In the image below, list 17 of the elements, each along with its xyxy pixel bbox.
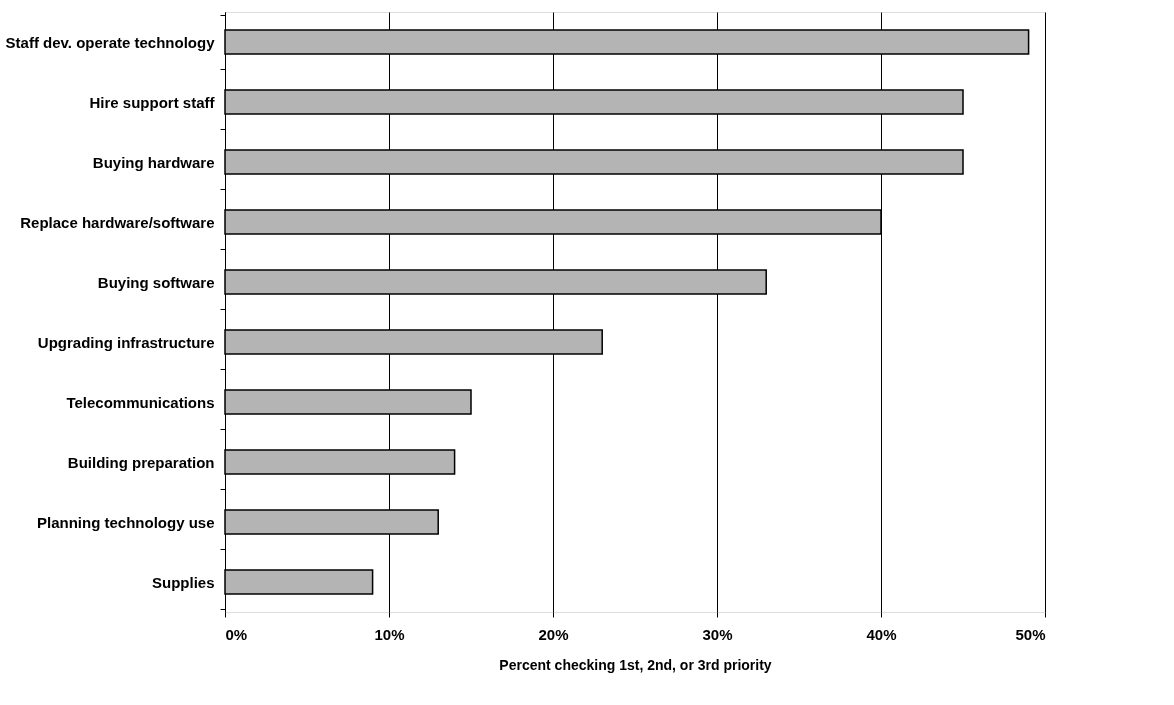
x-tick-label: 30% [702, 625, 733, 643]
x-tick-label: 0% [225, 625, 248, 643]
y-tick-label: Buying hardware [92, 153, 215, 171]
y-tick-label: Buying software [97, 273, 215, 291]
y-tick-label: Hire support staff [89, 93, 216, 111]
y-tick-label: Telecommunications [66, 393, 215, 411]
x-tick-label: 10% [374, 625, 405, 643]
y-tick-label: Replace hardware/software [20, 213, 215, 231]
x-axis-title: Percent checking 1st, 2nd, or 3rd priority [499, 656, 772, 673]
x-tick-label: 50% [1015, 625, 1046, 643]
y-tick-label: Upgrading infrastructure [37, 333, 215, 351]
x-tick-label: 20% [538, 625, 569, 643]
y-tick-label: Building preparation [67, 453, 215, 471]
y-tick-label: Supplies [151, 573, 215, 591]
y-tick-label: Planning technology use [36, 513, 215, 531]
x-tick-label: 40% [866, 625, 897, 643]
y-tick-label: Staff dev. operate technology [5, 33, 216, 51]
